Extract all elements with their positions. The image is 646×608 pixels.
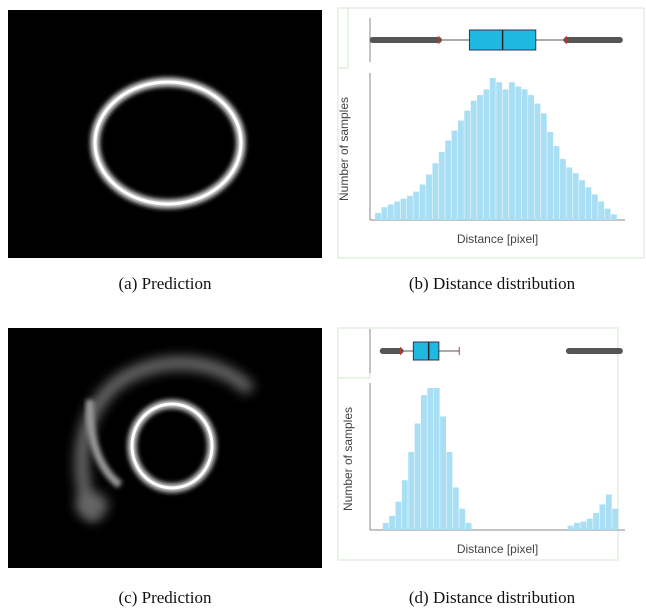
histogram-bar <box>605 209 611 220</box>
histogram-bar <box>394 202 400 220</box>
histogram-bar <box>421 395 427 530</box>
histogram-bar <box>466 523 472 530</box>
histogram-bar <box>560 159 566 220</box>
histogram-bar <box>415 424 421 531</box>
histogram-bar <box>420 185 426 221</box>
box <box>413 342 439 360</box>
histogram-bar <box>522 89 528 220</box>
histogram-bar <box>515 87 521 220</box>
caption: (c) Prediction <box>119 588 212 607</box>
histogram-bar <box>427 388 433 530</box>
histogram-bar <box>389 516 395 530</box>
histogram-bar <box>388 204 394 220</box>
x-axis-label: Distance [pixel] <box>457 232 538 246</box>
figure-canvas: (a) Prediction (b) Distance distribution… <box>0 0 646 608</box>
histogram-bar <box>592 194 598 220</box>
histogram-bar <box>554 146 560 220</box>
histogram-bar <box>573 173 579 220</box>
histogram-bar <box>402 480 408 530</box>
histogram-bar <box>471 101 477 220</box>
histogram-bar <box>547 132 553 220</box>
histogram-bar <box>447 452 453 530</box>
histogram-bar <box>439 152 445 220</box>
histogram-bar <box>568 526 574 530</box>
histogram-bar <box>574 523 580 530</box>
histogram-bar <box>496 82 502 220</box>
histogram-bar <box>528 95 534 220</box>
caption: (d) Distance distribution <box>409 588 576 607</box>
histogram-bar <box>534 104 540 220</box>
prediction-image <box>8 328 322 568</box>
histogram-bar <box>587 519 593 530</box>
y-axis-label: Number of samples <box>337 97 351 201</box>
histogram-bar <box>566 167 572 220</box>
histogram-bar <box>585 187 591 220</box>
histogram-bar <box>509 82 515 220</box>
histogram-bar <box>432 163 438 220</box>
histogram-bar <box>375 213 381 220</box>
histogram-bar <box>612 509 618 530</box>
caption: (b) Distance distribution <box>409 274 576 293</box>
histogram-bar <box>434 388 440 530</box>
histogram-bar <box>600 504 606 530</box>
y-axis-label: Number of samples <box>341 407 355 511</box>
histogram-bar <box>606 495 612 531</box>
histogram-bar <box>580 521 586 530</box>
histogram-bar <box>396 502 402 530</box>
histogram-bar <box>453 487 459 530</box>
figure: (a) Prediction (b) Distance distribution… <box>0 0 646 608</box>
histogram-bar <box>593 513 599 530</box>
histogram-bar <box>503 89 509 220</box>
histogram-bar <box>611 214 617 220</box>
histogram-bar <box>383 523 389 530</box>
histogram-bar <box>459 509 465 530</box>
prediction-image <box>8 10 322 258</box>
histogram-bar <box>598 202 604 220</box>
histogram-bar <box>440 416 446 530</box>
histogram-bar <box>426 175 432 220</box>
histogram-bar <box>579 180 585 220</box>
histogram-bar <box>483 89 489 220</box>
histogram-bar <box>381 207 387 220</box>
histogram-bar <box>541 114 547 221</box>
histogram-bar <box>408 452 414 530</box>
histogram-bar <box>458 121 464 220</box>
x-axis-label: Distance [pixel] <box>457 542 538 556</box>
histogram-bar <box>407 196 413 220</box>
histogram-bar <box>413 192 419 220</box>
histogram-bar <box>452 131 458 220</box>
histogram-bar <box>445 140 451 220</box>
histogram-bar <box>464 111 470 220</box>
histogram-bar <box>490 78 496 220</box>
histogram-bar <box>477 95 483 220</box>
caption: (a) Prediction <box>119 274 212 293</box>
histogram-bar <box>401 199 407 220</box>
